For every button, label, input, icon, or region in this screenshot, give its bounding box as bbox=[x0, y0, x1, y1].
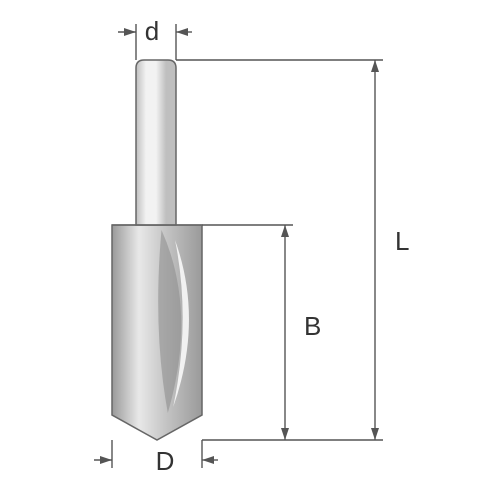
dimension-L bbox=[176, 60, 383, 440]
router-bit-diagram: d D B L bbox=[0, 0, 500, 500]
label-d: d bbox=[145, 16, 159, 46]
shank bbox=[136, 60, 176, 225]
label-B: B bbox=[304, 311, 321, 341]
dimension-B bbox=[202, 225, 293, 440]
label-D: D bbox=[156, 446, 175, 476]
label-L: L bbox=[395, 226, 409, 256]
